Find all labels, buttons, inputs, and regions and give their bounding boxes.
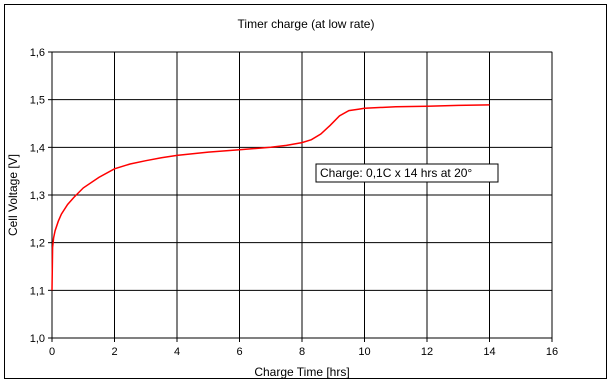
chart-title: Timer charge (at low rate) — [238, 17, 375, 31]
grid-lines — [48, 51, 553, 342]
annotation-border — [315, 163, 499, 183]
x-tick-label: 10 — [358, 346, 370, 358]
x-tick-label: 0 — [49, 346, 55, 358]
x-tick-label: 2 — [111, 346, 117, 358]
x-tick-label: 16 — [546, 346, 558, 358]
x-tick-label: 4 — [174, 346, 180, 358]
y-axis-tick-labels: 1,0 1,1 1,2 1,3 1,4 1,5 1,6 — [30, 47, 45, 345]
y-tick-label: 1,1 — [30, 285, 45, 297]
y-tick-label: 1,4 — [30, 142, 45, 154]
y-tick-label: 1,5 — [30, 95, 45, 107]
voltage-series-line — [51, 104, 490, 291]
x-tick-label: 6 — [236, 346, 242, 358]
x-tick-label: 8 — [299, 346, 305, 358]
x-tick-label: 14 — [483, 346, 495, 358]
y-tick-label: 1,0 — [30, 333, 45, 345]
y-tick-label: 1,3 — [30, 190, 45, 202]
x-tick-label: 12 — [421, 346, 433, 358]
annotation-box: Charge: 0,1C x 14 hrs at 20° — [315, 163, 499, 183]
y-axis-title: Cell Voltage [V] — [6, 154, 20, 236]
y-tick-label: 1,2 — [30, 238, 45, 250]
x-axis-title: Charge Time [hrs] — [254, 365, 349, 379]
y-tick-label: 1,6 — [30, 47, 45, 59]
annotation-text: Charge: 0,1C x 14 hrs at 20° — [320, 166, 472, 180]
x-axis-tick-labels: 0 2 4 6 8 10 12 14 16 — [49, 346, 558, 358]
